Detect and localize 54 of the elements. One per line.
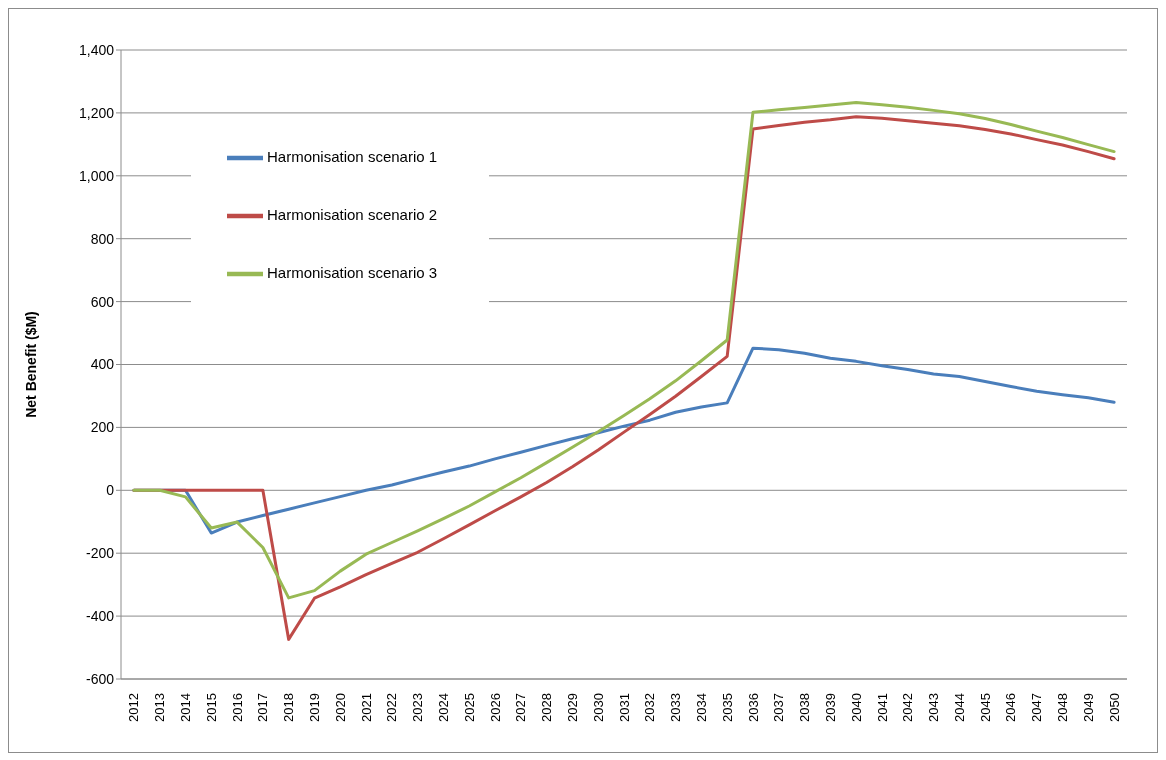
x-tick-label: 2020 — [332, 693, 348, 722]
x-tick-label: 2050 — [1106, 693, 1122, 722]
x-tick-label: 2030 — [590, 693, 606, 722]
y-tick-label: 600 — [90, 293, 115, 310]
x-tick-label: 2029 — [564, 693, 580, 722]
x-tick-label: 2035 — [719, 693, 735, 722]
x-tick-label: 2040 — [848, 693, 864, 722]
x-tick-label: 2034 — [693, 693, 709, 722]
x-tick-label: 2025 — [461, 693, 477, 722]
x-tick-label: 2042 — [900, 693, 916, 722]
x-tick-label: 2026 — [487, 693, 503, 722]
y-tick-label: -400 — [85, 608, 115, 625]
x-tick-label: 2033 — [668, 693, 684, 722]
x-tick-label: 2032 — [642, 693, 658, 722]
x-tick-label: 2043 — [926, 693, 942, 722]
x-tick-label: 2031 — [616, 693, 632, 722]
legend-label: Harmonisation scenario 2 — [267, 206, 438, 224]
y-tick-label: 800 — [90, 230, 115, 247]
x-tick-label: 2038 — [797, 693, 813, 722]
y-tick-label: -600 — [85, 670, 115, 687]
x-tick-label: 2018 — [281, 693, 297, 722]
y-tick-label: 0 — [106, 482, 115, 499]
x-tick-label: 2049 — [1080, 693, 1096, 722]
x-tick-label: 2017 — [255, 693, 271, 722]
x-tick-label: 2039 — [822, 693, 838, 722]
x-tick-label: 2014 — [178, 693, 194, 722]
y-tick-label: 1,200 — [78, 104, 115, 121]
x-tick-label: 2023 — [410, 693, 426, 722]
x-tick-label: 2013 — [152, 693, 168, 722]
x-tick-label: 2044 — [951, 693, 967, 722]
x-tick-label: 2015 — [203, 693, 219, 722]
legend-label: Harmonisation scenario 1 — [267, 148, 438, 166]
y-tick-label: -200 — [85, 545, 115, 562]
x-tick-label: 2027 — [513, 693, 529, 722]
x-tick-label: 2046 — [1003, 693, 1019, 722]
legend-label: Harmonisation scenario 3 — [267, 264, 438, 282]
y-tick-label: 200 — [90, 419, 115, 436]
x-tick-label: 2048 — [1055, 693, 1071, 722]
x-tick-label: 2041 — [874, 693, 890, 722]
y-tick-label: 1,000 — [78, 167, 115, 184]
y-axis-title: Net Benefit ($M) — [22, 311, 39, 418]
x-tick-label: 2028 — [539, 693, 555, 722]
y-tick-label: 1,400 — [78, 41, 115, 58]
x-tick-label: 2019 — [307, 693, 323, 722]
x-tick-label: 2036 — [745, 693, 761, 722]
x-tick-label: 2021 — [358, 693, 374, 722]
x-tick-label: 2016 — [229, 693, 245, 722]
y-tick-label: 400 — [90, 356, 115, 373]
x-tick-label: 2037 — [771, 693, 787, 722]
x-tick-label: 2024 — [435, 693, 451, 722]
x-tick-label: 2047 — [1029, 693, 1045, 722]
x-tick-label: 2022 — [384, 693, 400, 722]
x-tick-label: 2012 — [126, 693, 142, 722]
x-tick-label: 2045 — [977, 693, 993, 722]
